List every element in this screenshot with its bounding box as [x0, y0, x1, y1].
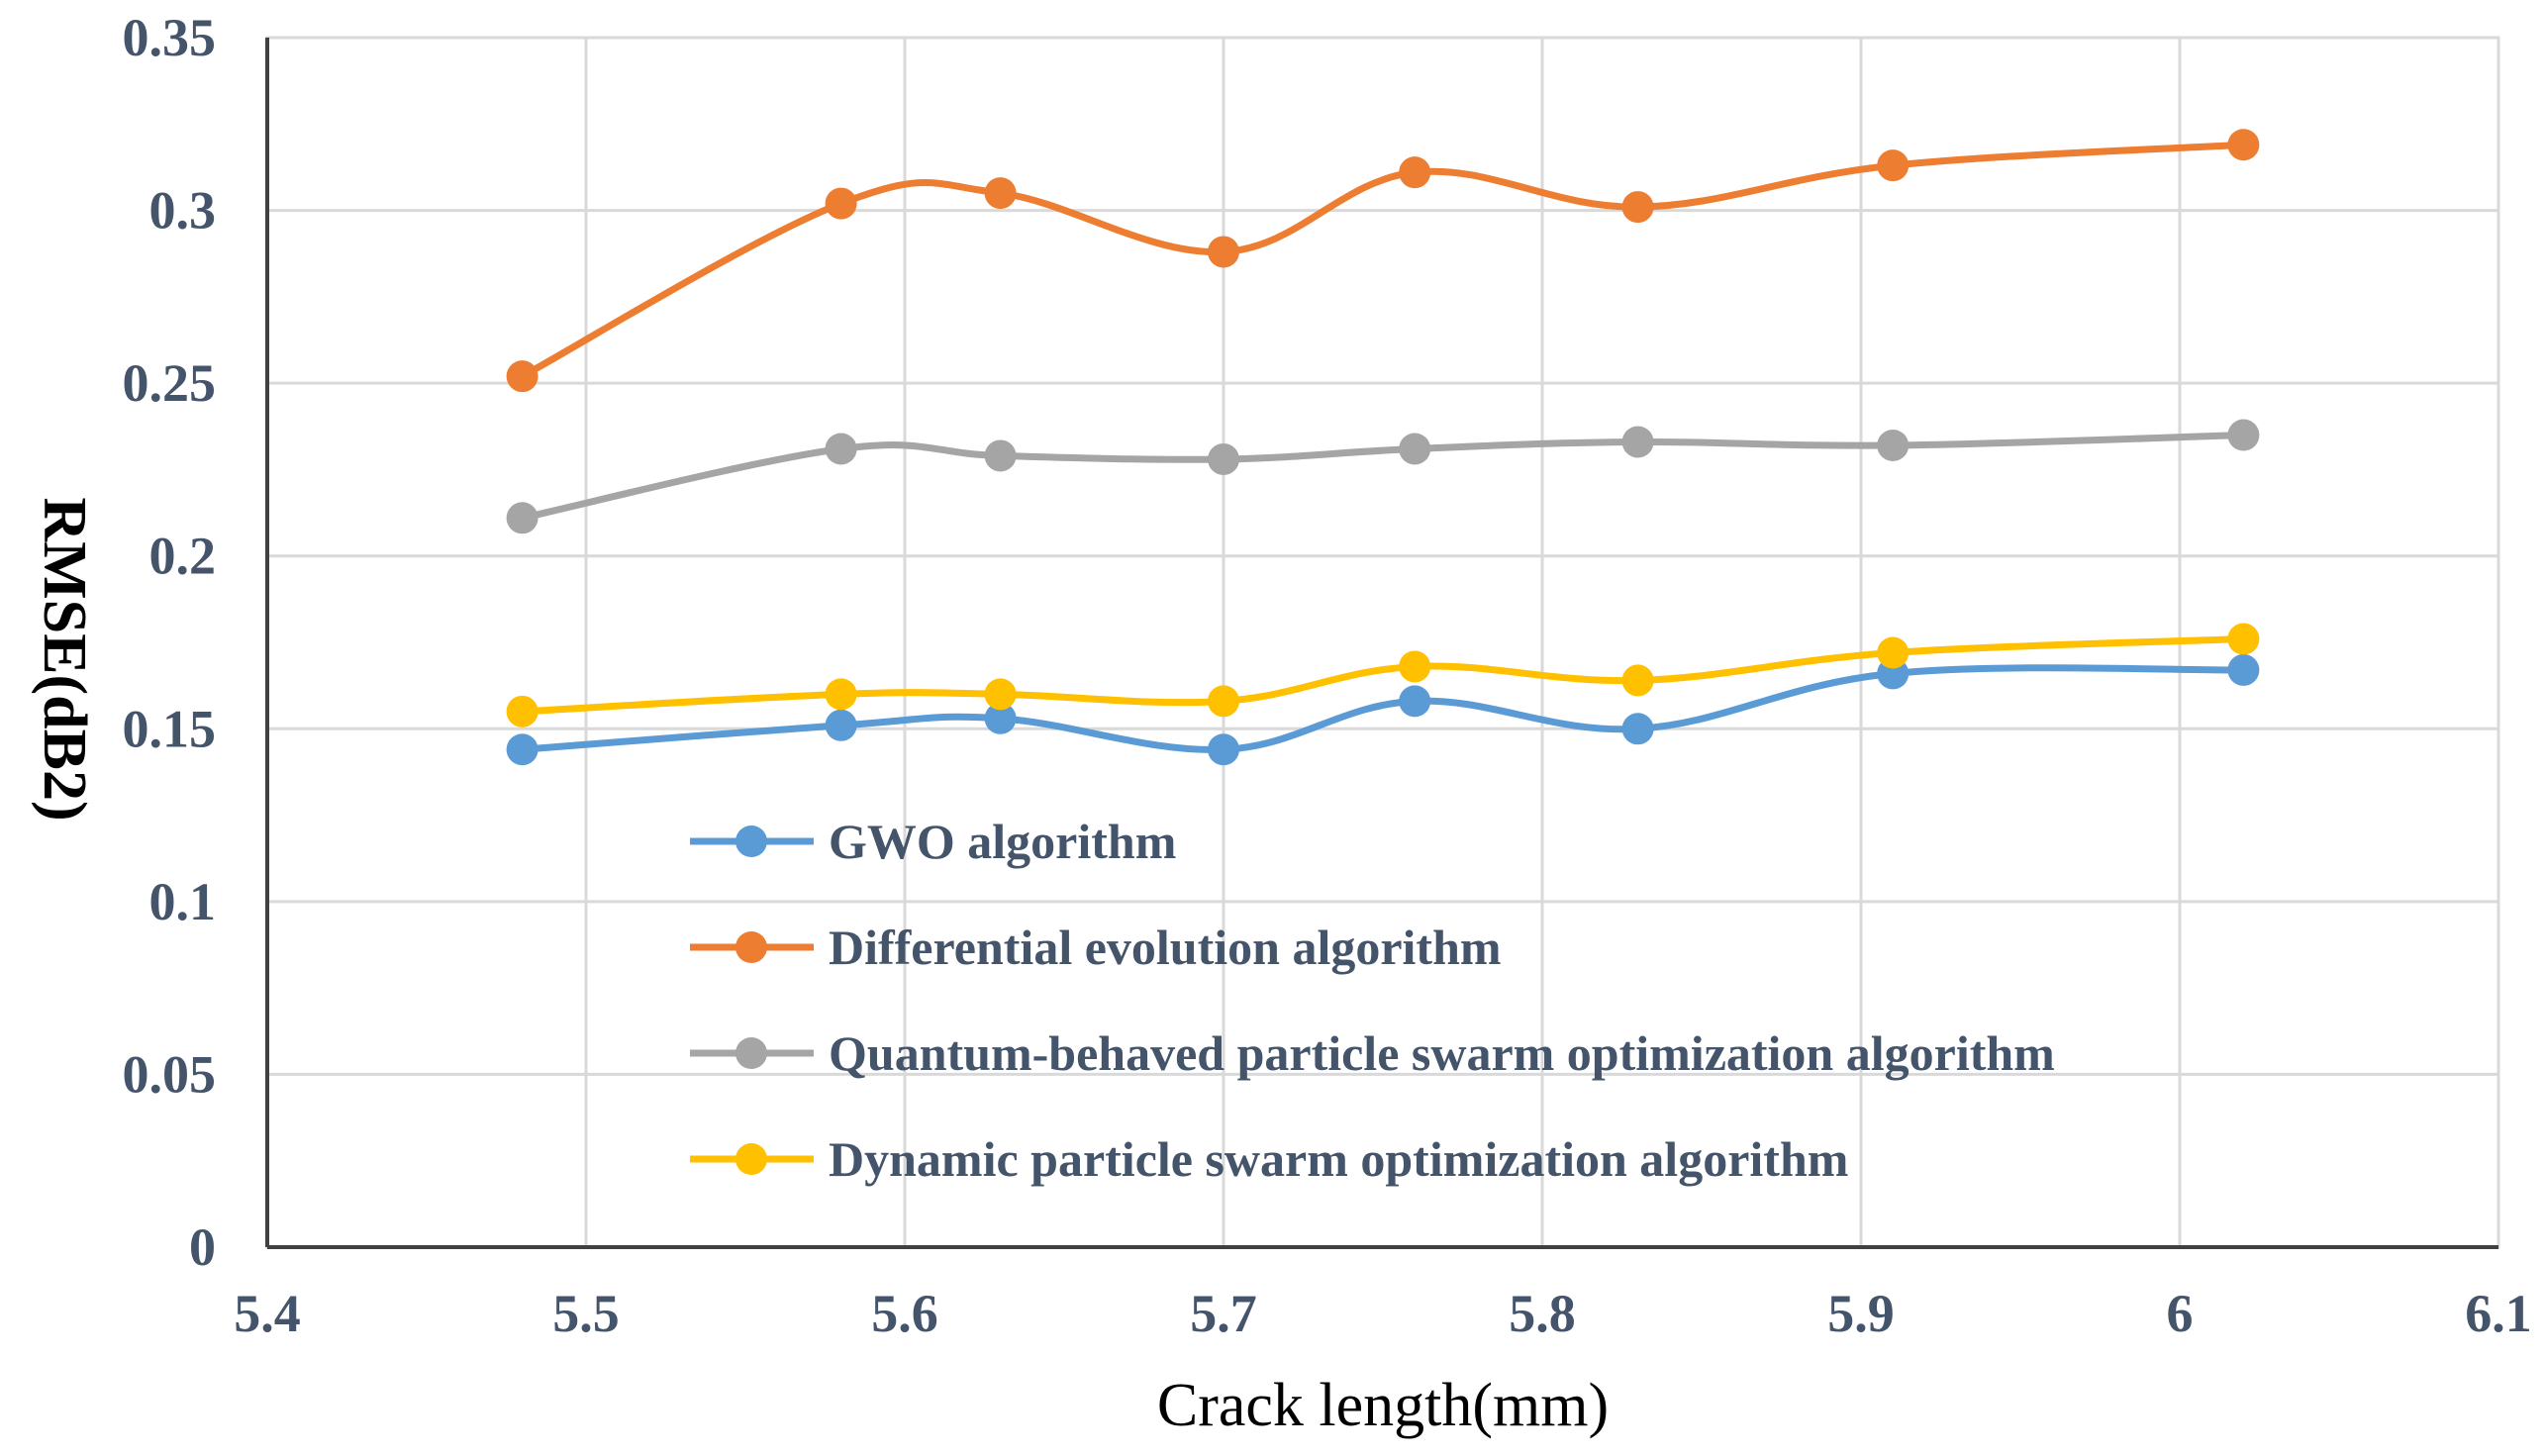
data-point	[1621, 664, 1654, 697]
legend: GWO algorithm Differential evolution algo…	[690, 814, 2055, 1187]
data-point	[825, 187, 857, 220]
legend-swatch-marker	[735, 825, 767, 857]
data-point	[506, 695, 539, 728]
y-tick-label: 0	[189, 1217, 216, 1277]
legend-swatch-marker	[735, 1037, 767, 1069]
data-point	[506, 502, 539, 534]
data-point	[1399, 156, 1431, 189]
series-0	[506, 653, 2260, 766]
series-3	[506, 623, 2260, 728]
legend-label: Quantum-behaved particle swarm optimizat…	[829, 1025, 2055, 1081]
data-point	[1208, 685, 1239, 718]
data-point	[1877, 149, 1910, 182]
x-tick-label: 5.9	[1827, 1284, 1895, 1343]
series-line	[521, 432, 2244, 522]
data-point	[2227, 129, 2260, 161]
data-point	[1621, 426, 1654, 458]
series-1	[506, 129, 2260, 393]
data-point	[506, 360, 539, 393]
series-line	[522, 664, 2244, 753]
legend-item: Differential evolution algorithm	[690, 920, 1502, 975]
data-point	[2227, 419, 2260, 451]
data-point	[1877, 636, 1910, 669]
legend-swatch-marker	[735, 1143, 767, 1175]
y-tick-label: 0.15	[123, 699, 217, 758]
legend-swatch-marker	[735, 931, 767, 963]
legend-item: Quantum-behaved particle swarm optimizat…	[690, 1025, 2055, 1081]
data-point	[825, 709, 857, 741]
x-tick-label: 6	[2167, 1284, 2194, 1343]
data-point	[1399, 650, 1431, 683]
x-tick-label: 5.7	[1190, 1284, 1257, 1343]
legend-label: Dynamic particle swarm optimization algo…	[829, 1131, 1848, 1187]
y-tick-label: 0.3	[149, 181, 217, 241]
x-axis-title: Crack length(mm)	[1157, 1372, 1609, 1439]
data-point	[984, 439, 1017, 472]
series-2	[506, 419, 2260, 534]
legend-item: Dynamic particle swarm optimization algo…	[690, 1131, 1848, 1187]
data-point	[1399, 685, 1431, 718]
x-tick-label: 6.1	[2465, 1284, 2532, 1343]
y-tick-label: 0.1	[149, 872, 217, 931]
data-point	[1208, 442, 1239, 475]
data-point	[984, 702, 1017, 734]
x-tick-label: 5.5	[552, 1284, 620, 1343]
series	[506, 129, 2260, 766]
data-point	[2227, 623, 2260, 655]
y-axis-title: RMSE(dB2)	[31, 497, 98, 821]
data-point	[1621, 713, 1654, 745]
data-point	[506, 733, 539, 766]
x-tick-labels: 5.4 5.5 5.6 5.7 5.8 5.9 6 6.1	[234, 1284, 2532, 1343]
y-tick-label: 0.35	[123, 8, 217, 67]
data-point	[825, 678, 857, 711]
legend-label: Differential evolution algorithm	[829, 920, 1502, 975]
data-point	[984, 177, 1017, 210]
gridlines	[267, 38, 2498, 1247]
data-point	[1208, 236, 1239, 268]
legend-item: GWO algorithm	[690, 814, 1176, 869]
x-tick-label: 5.4	[234, 1284, 301, 1343]
data-point	[825, 433, 857, 465]
x-tick-label: 5.8	[1509, 1284, 1576, 1343]
data-point	[1399, 433, 1431, 465]
data-point	[1208, 733, 1239, 766]
data-point	[984, 678, 1017, 711]
y-tick-label: 0.25	[123, 353, 217, 413]
series-line	[520, 141, 2244, 380]
data-point	[1877, 429, 1910, 461]
data-point	[1621, 191, 1654, 224]
series-line	[522, 635, 2244, 716]
y-tick-label: 0.2	[149, 527, 217, 586]
y-tick-labels: 0 0.05 0.1 0.15 0.2 0.25 0.3 0.35	[123, 8, 217, 1277]
y-tick-label: 0.05	[123, 1044, 217, 1104]
legend-label: GWO algorithm	[829, 814, 1176, 869]
data-point	[2227, 653, 2260, 686]
x-tick-label: 5.6	[871, 1284, 938, 1343]
